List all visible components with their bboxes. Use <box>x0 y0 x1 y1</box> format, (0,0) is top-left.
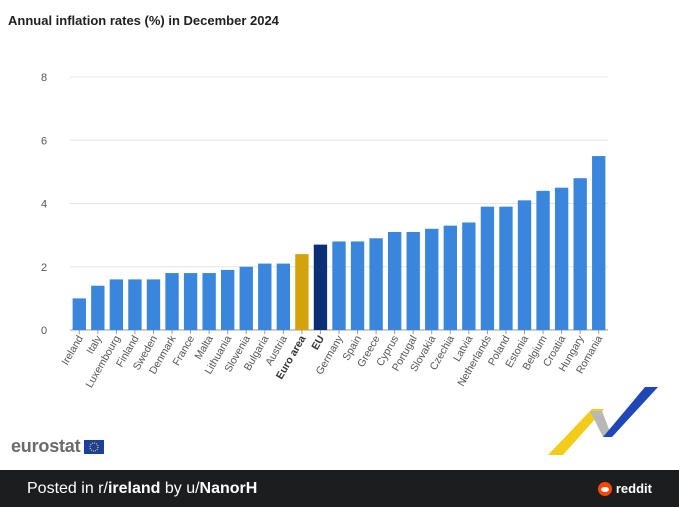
reddit-wordmark: reddit <box>615 481 652 496</box>
bar-latvia[interactable] <box>462 222 476 330</box>
bar-luxembourg[interactable] <box>109 279 124 330</box>
y-tick-labels: 0 2 4 6 8 <box>41 72 47 337</box>
y-tick-label: 8 <box>41 72 47 84</box>
eurostat-logo-text: eurostat <box>11 436 81 456</box>
category-labels: IrelandItalyLuxembourgFinlandSwedenDenma… <box>59 333 605 390</box>
posted-in-prefix: Posted in r/ <box>27 480 108 497</box>
bar-bulgaria[interactable] <box>258 263 272 330</box>
bar-sweden[interactable] <box>146 279 161 330</box>
bar-croatia[interactable] <box>554 187 569 330</box>
bar-spain[interactable] <box>350 241 365 330</box>
y-tick-label: 0 <box>41 325 47 337</box>
bar-malta[interactable] <box>202 273 216 330</box>
bar-hungary[interactable] <box>573 178 587 330</box>
eurostat-swoosh-graphic <box>548 387 658 455</box>
footer-bar: Posted in r/ireland by u/NanorH reddit <box>0 470 679 507</box>
bar-italy[interactable] <box>91 285 105 330</box>
category-label: Ireland <box>59 333 86 367</box>
bars <box>72 156 606 334</box>
username-link[interactable]: NanorH <box>199 480 258 497</box>
bar-ireland[interactable] <box>72 298 86 330</box>
bar-eu[interactable] <box>313 244 328 330</box>
bar-slovakia[interactable] <box>425 228 439 330</box>
eu-flag-icon <box>84 439 105 454</box>
reddit-logo: reddit <box>597 481 652 496</box>
y-tick-label: 4 <box>41 199 47 211</box>
bar-chart: IrelandItalyLuxembourgFinlandSwedenDenma… <box>41 72 658 455</box>
eurostat-logo: eurostat <box>11 436 105 457</box>
bar-slovenia[interactable] <box>239 266 253 330</box>
bar-netherlands[interactable] <box>480 206 495 330</box>
by-prefix: by u/ <box>160 480 200 497</box>
bar-denmark[interactable] <box>165 273 179 330</box>
bar-romania[interactable] <box>592 156 606 330</box>
bar-poland[interactable] <box>499 206 513 330</box>
reddit-icon <box>597 481 612 496</box>
y-tick-label: 2 <box>41 262 47 274</box>
bar-lithuania[interactable] <box>221 269 235 330</box>
category-label: EU <box>309 334 327 353</box>
subreddit-link[interactable]: ireland <box>107 480 161 497</box>
y-tick-label: 6 <box>41 135 47 147</box>
post-attribution: Posted in r/ireland by u/NanorH <box>27 480 257 498</box>
bar-germany[interactable] <box>332 241 346 330</box>
bar-czechia[interactable] <box>443 225 457 330</box>
chart-title: Annual inflation rates (%) in December 2… <box>8 13 279 28</box>
bar-euro-area[interactable] <box>295 254 309 330</box>
bar-finland[interactable] <box>128 279 142 330</box>
bar-austria[interactable] <box>276 263 291 330</box>
bar-france[interactable] <box>183 273 198 330</box>
bar-greece[interactable] <box>369 238 383 330</box>
bar-cyprus[interactable] <box>387 231 402 330</box>
bar-belgium[interactable] <box>536 190 550 330</box>
bar-estonia[interactable] <box>517 200 532 330</box>
bar-portugal[interactable] <box>406 231 420 330</box>
